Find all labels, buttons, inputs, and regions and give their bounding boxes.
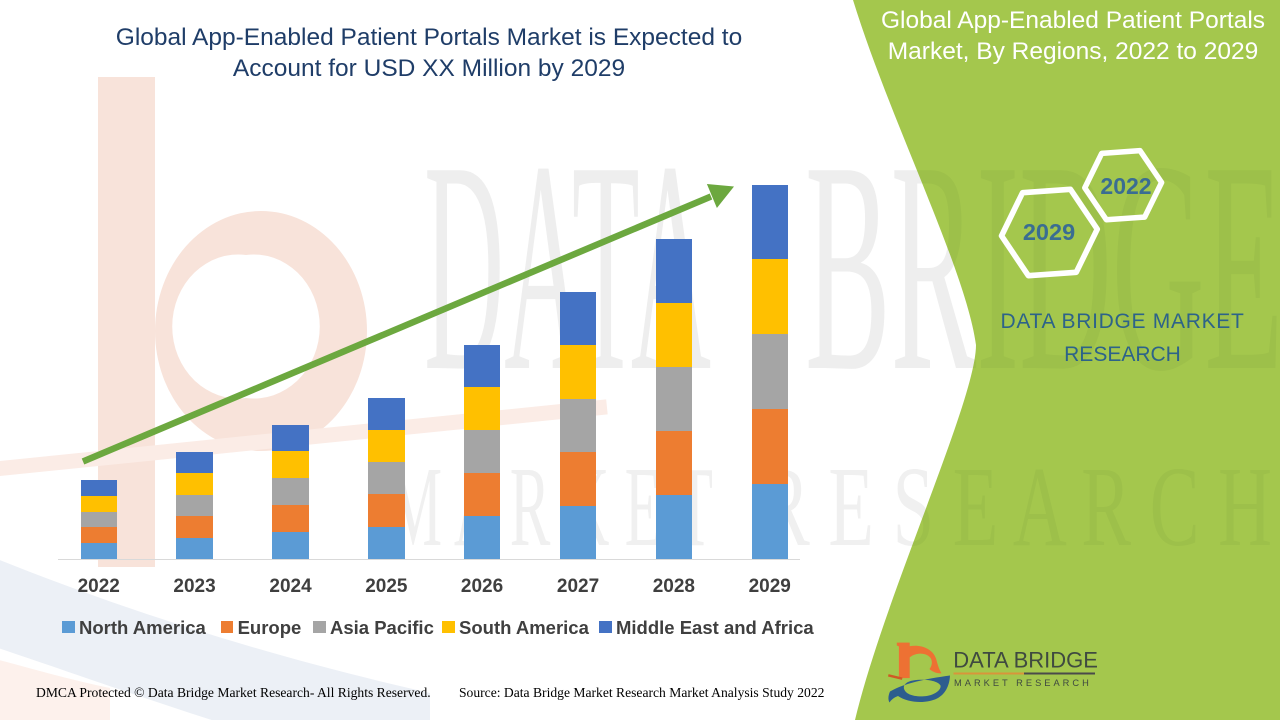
- svg-text:DATA BRIDGE: DATA BRIDGE: [953, 648, 1098, 673]
- svg-text:MARKET RESEARCH: MARKET RESEARCH: [954, 678, 1092, 688]
